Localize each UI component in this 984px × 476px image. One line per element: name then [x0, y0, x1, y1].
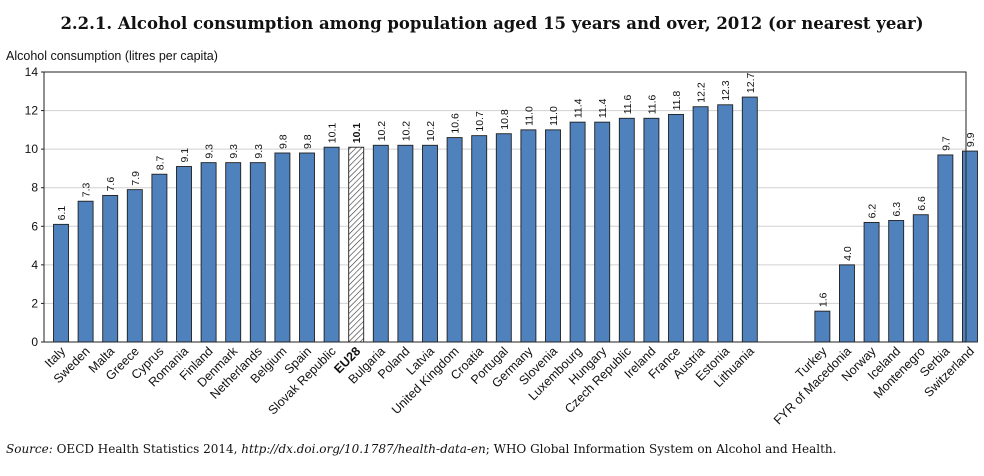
- y-tick-label: 0: [31, 335, 38, 349]
- data-label-romania: 9.1: [179, 148, 191, 163]
- bar-croatia: [471, 135, 488, 343]
- data-label-malta: 7.6: [105, 177, 117, 192]
- bar-estonia: [717, 104, 734, 343]
- data-label-belgium: 9.8: [277, 134, 289, 149]
- bar-spain: [299, 152, 315, 343]
- bar-serbia: [937, 154, 954, 343]
- data-label-ireland: 11.6: [646, 94, 658, 114]
- data-label-fyr-of-macedonia: 4.0: [842, 246, 854, 261]
- data-label-bulgaria: 10.2: [376, 121, 388, 142]
- y-tick-label: 6: [31, 219, 38, 233]
- data-label-norway: 6.2: [867, 204, 879, 219]
- bar-italy: [53, 223, 69, 343]
- data-label-netherlands: 9.3: [253, 144, 265, 159]
- plot-frame: [43, 71, 967, 343]
- data-label-switzerland: 9.9: [965, 132, 977, 147]
- data-label-poland: 10.2: [400, 121, 412, 142]
- bar-czech-republic: [618, 117, 635, 343]
- bar-slovak-republic: [323, 146, 340, 343]
- data-label-eu28: 10.1: [351, 123, 363, 144]
- bar-latvia: [422, 144, 438, 343]
- bar-slovenia: [545, 129, 561, 343]
- data-label-spain: 9.8: [302, 134, 314, 149]
- data-label-denmark: 9.3: [228, 144, 240, 159]
- data-label-finland: 9.3: [204, 144, 216, 159]
- data-label-cyprus: 8.7: [154, 155, 166, 170]
- data-label-croatia: 10.7: [474, 111, 486, 132]
- y-tick-label: 2: [31, 296, 38, 310]
- bar-france: [668, 113, 684, 343]
- data-label-austria: 12.2: [696, 82, 708, 103]
- source-note: Source: OECD Health Statistics 2014, htt…: [6, 442, 836, 456]
- y-tick-label: 8: [31, 181, 38, 195]
- y-tick-label: 12: [25, 104, 39, 118]
- bar-turkey: [814, 310, 831, 343]
- bar-germany: [520, 129, 537, 343]
- data-label-germany: 11.0: [523, 106, 535, 126]
- source-text: OECD Health Statistics 2014,: [52, 442, 242, 456]
- data-label-portugal: 10.8: [499, 109, 511, 130]
- chart-title: 2.2.1. Alcohol consumption among populat…: [60, 14, 924, 33]
- bar-eu28: [348, 146, 365, 343]
- bar-switzerland: [962, 150, 978, 343]
- bar-iceland: [888, 220, 905, 343]
- bar-greece: [126, 189, 143, 343]
- data-label-serbia: 9.7: [940, 136, 952, 151]
- data-label-czech-republic: 11.6: [622, 94, 634, 114]
- data-label-sweden: 7.3: [81, 182, 93, 197]
- bar-belgium: [274, 152, 291, 343]
- bar-lithuania: [741, 96, 758, 343]
- bar-sweden: [77, 200, 94, 343]
- y-tick-label: 4: [31, 258, 38, 272]
- bar-romania: [176, 166, 192, 343]
- source-label: Source:: [6, 442, 53, 456]
- bar-finland: [200, 162, 217, 343]
- bar-ireland: [643, 117, 660, 343]
- source-text-tail: ; WHO Global Information System on Alcoh…: [485, 442, 837, 456]
- bar-portugal: [495, 133, 512, 343]
- data-label-slovak-republic: 10.1: [327, 123, 339, 144]
- y-axis-label: Alcohol consumption (litres per capita): [6, 49, 218, 63]
- bar-malta: [102, 194, 119, 343]
- data-label-united-kingdom: 10.6: [450, 113, 462, 134]
- bar-bulgaria: [372, 144, 389, 343]
- data-label-hungary: 11.4: [597, 98, 609, 118]
- data-label-turkey: 1.6: [817, 292, 829, 307]
- bar-luxembourg: [569, 121, 586, 343]
- bar-austria: [692, 106, 709, 343]
- bar-cyprus: [151, 173, 168, 343]
- data-label-lithuania: 12.7: [745, 72, 757, 93]
- bar-denmark: [225, 162, 242, 343]
- bar-poland: [397, 144, 414, 343]
- data-label-montenegro: 6.6: [916, 196, 928, 211]
- data-label-greece: 7.9: [130, 171, 142, 186]
- y-tick-label: 10: [25, 142, 39, 156]
- data-label-latvia: 10.2: [425, 121, 437, 142]
- bar-montenegro: [912, 214, 929, 343]
- bar-netherlands: [249, 162, 266, 343]
- source-link[interactable]: http://dx.doi.org/10.1787/health-data-en: [241, 442, 486, 456]
- data-label-iceland: 6.3: [891, 202, 903, 217]
- bar-united-kingdom: [446, 137, 463, 343]
- bar-norway: [863, 221, 880, 343]
- bar-hungary: [594, 121, 611, 343]
- data-label-italy: 6.1: [56, 206, 68, 221]
- data-label-france: 11.8: [671, 91, 683, 111]
- bar-fyr-of-macedonia: [839, 264, 855, 343]
- data-label-luxembourg: 11.4: [573, 98, 585, 118]
- data-label-estonia: 12.3: [720, 80, 732, 101]
- data-label-slovenia: 11.0: [548, 106, 560, 126]
- y-tick-label: 14: [25, 65, 39, 79]
